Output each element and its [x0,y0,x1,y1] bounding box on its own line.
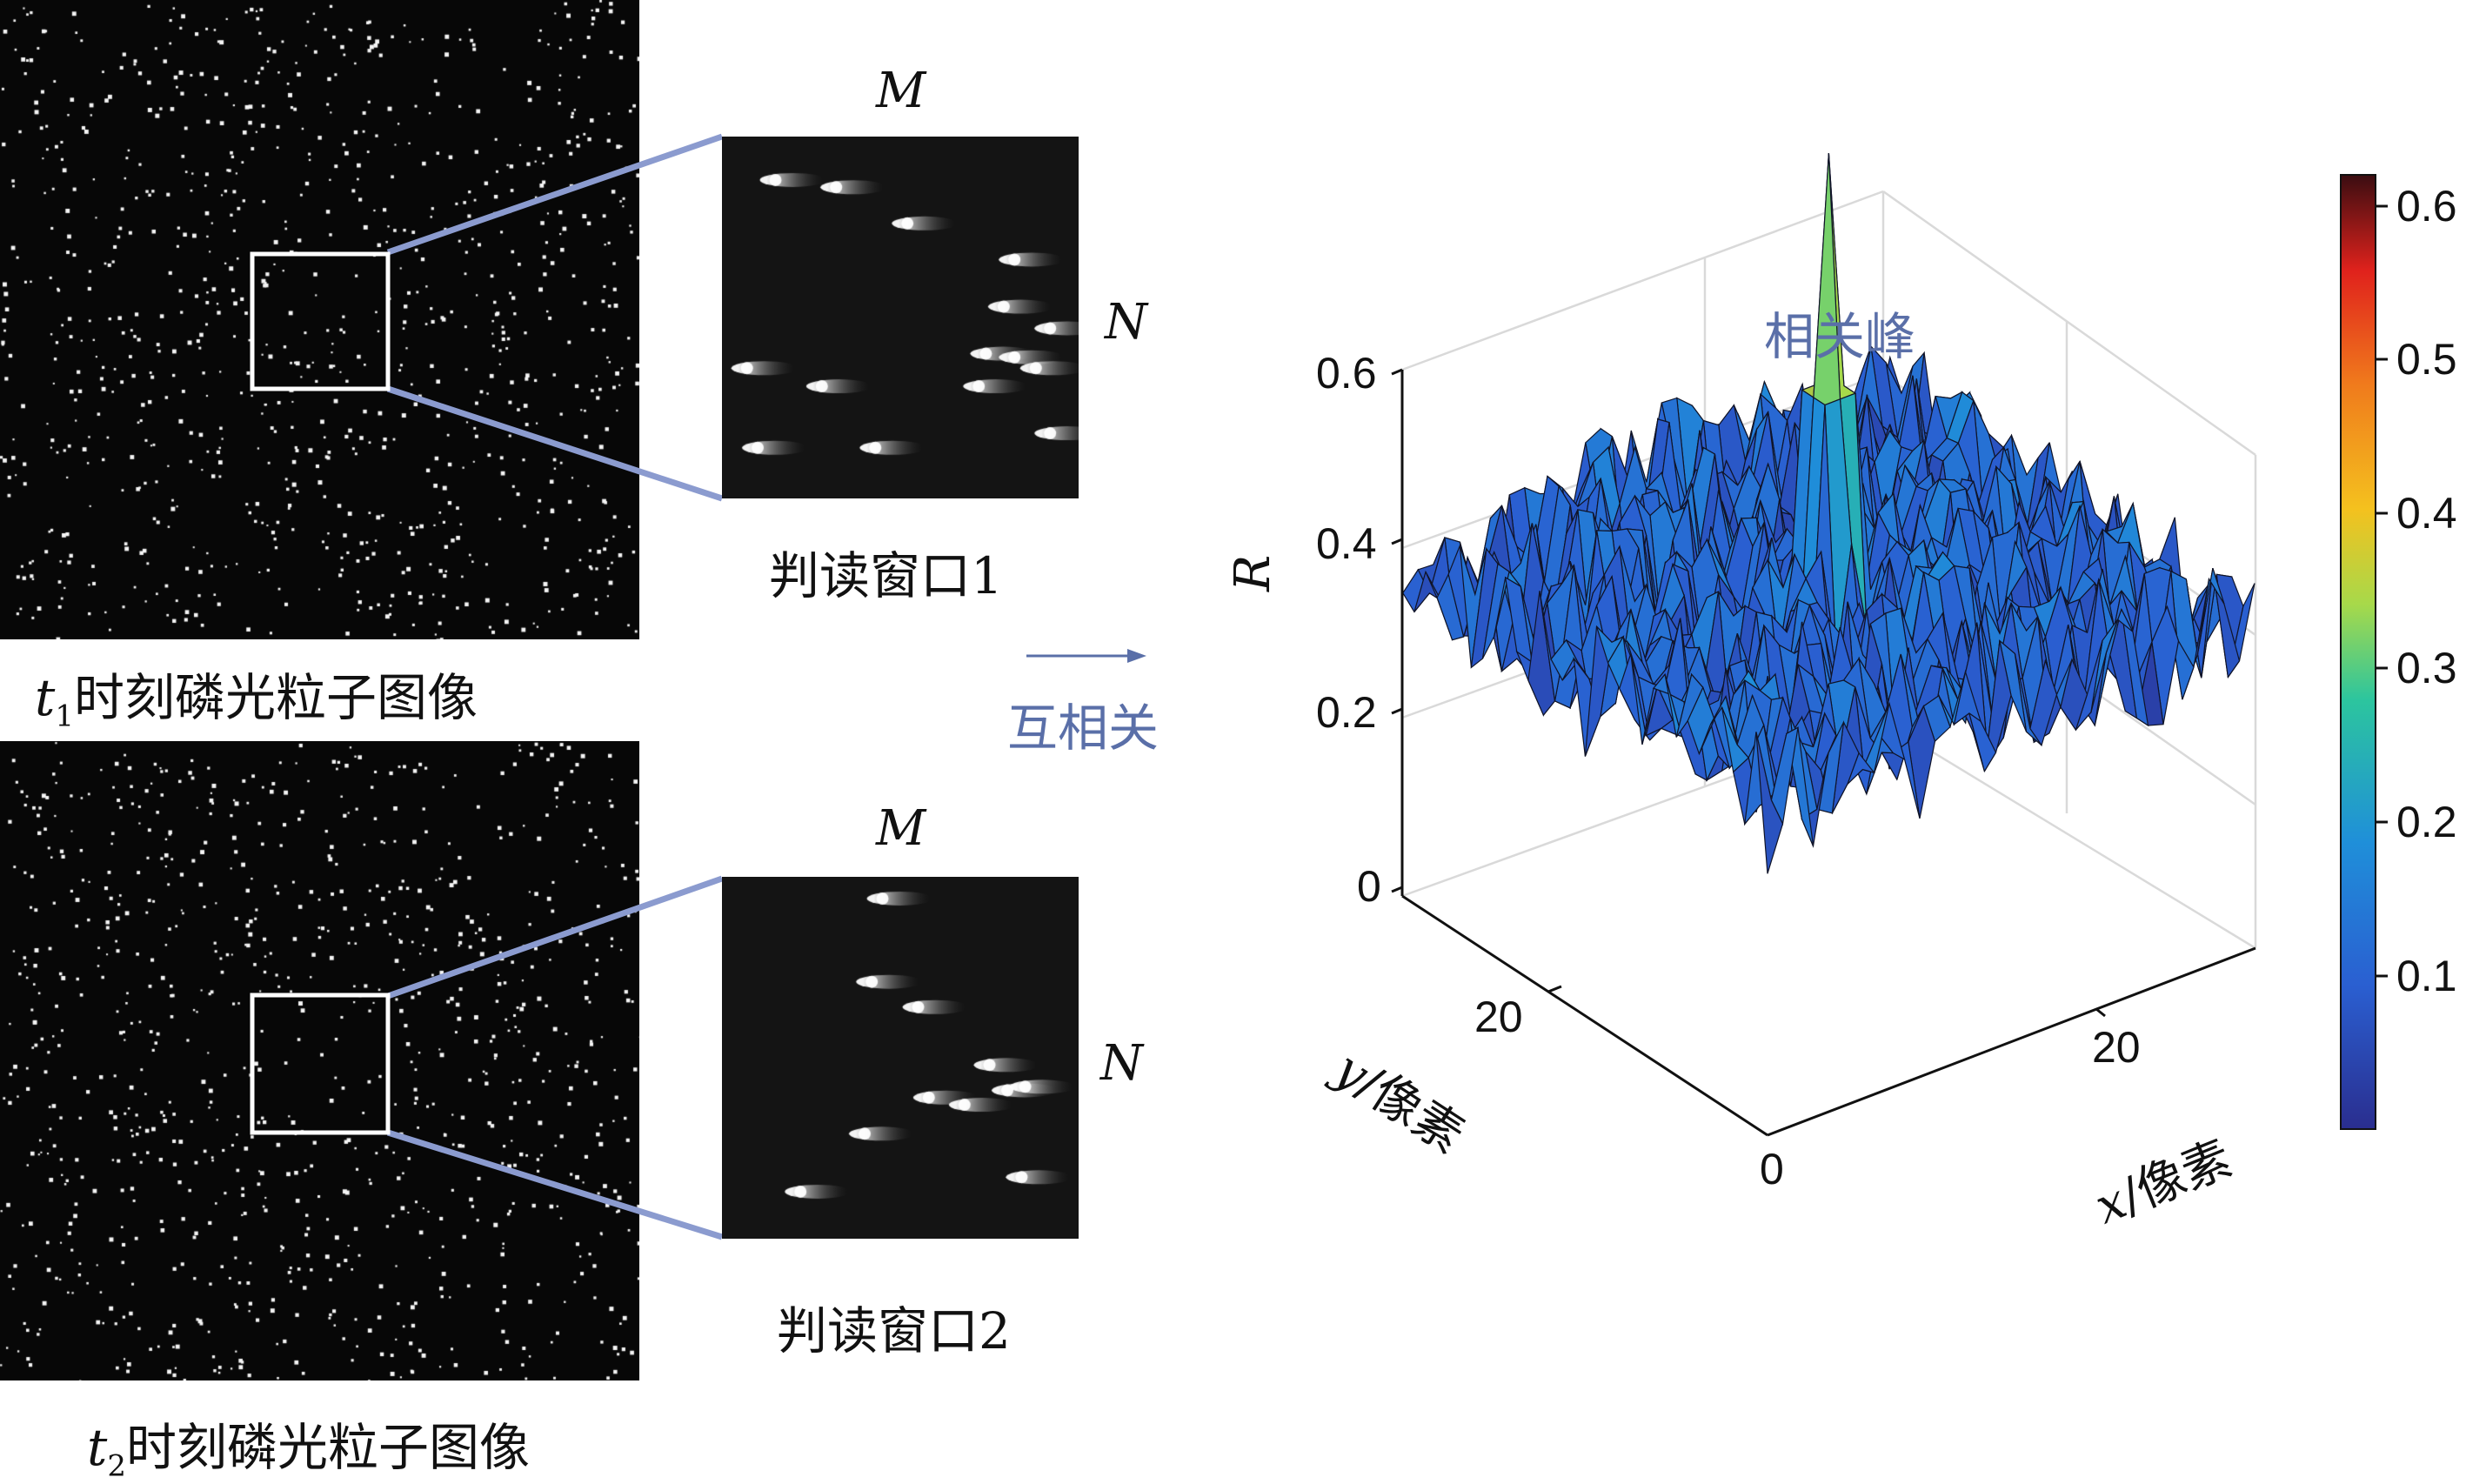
caption-text: 时刻磷光粒子图像 [125,1418,530,1477]
plot-axes [1391,368,2256,1137]
caption-subscript: 2 [107,1448,126,1484]
caption-text: 时刻磷光粒子图像 [73,668,478,727]
caption-var: t [87,1418,108,1477]
colorbar-tick-0.2: 0.2 [2396,798,2457,846]
cross-correlation-label: 互相关 [1007,699,1159,758]
particle-image-t1 [0,0,639,639]
colorbar-tick-0.4: 0.4 [2396,489,2457,538]
window-1-label-n: N [1105,294,1147,351]
z-tick-0.2: 0.2 [1316,688,1377,737]
window-2-title: 判读窗口2 [777,1301,1011,1360]
origin-tick: 0 [1760,1145,1784,1193]
interrogation-window-1 [722,137,1079,498]
z-tick-0.6: 0.6 [1316,349,1377,398]
zoom-connector-top [386,133,724,502]
window-2-label-m: M [876,800,926,857]
colorbar [2340,174,2376,1130]
colorbar-tick-0.6: 0.6 [2396,182,2457,231]
peak-label: 相关峰 [1764,307,1916,366]
zoom-connector-bottom [386,875,724,1240]
caption-t1: t1时刻磷光粒子图像 [35,657,478,734]
caption-var: t [35,668,56,727]
y-tick-20: 20 [1474,993,1523,1041]
window-1-label-m: M [876,63,926,119]
window-particles-1 [722,137,1079,498]
particle-field-t1 [0,0,639,639]
selection-box-t2 [250,993,391,1135]
surface-facet [1755,732,1784,874]
caption-t2: t2时刻磷光粒子图像 [87,1407,530,1484]
cross-correlation-arrow [1026,649,1146,663]
selection-box-t1 [250,251,391,391]
interrogation-window-2 [722,877,1079,1239]
window-particles-2 [722,877,1079,1239]
window-2-label-n: N [1100,1035,1143,1092]
colorbar-tick-0.5: 0.5 [2396,335,2457,384]
x-tick-20: 20 [2092,1023,2141,1072]
window-1-title: 判读窗口1 [769,546,1003,605]
colorbar-tick-0.1: 0.1 [2396,952,2457,1000]
z-tick-0.4: 0.4 [1316,519,1377,568]
caption-subscript: 1 [55,699,74,734]
colorbar-tick-0.3: 0.3 [2396,644,2457,692]
z-tick-0: 0 [1357,862,1381,911]
correlation-surface [1402,153,2255,874]
particle-image-t2 [0,741,639,1380]
particle-field-t2 [0,741,639,1380]
